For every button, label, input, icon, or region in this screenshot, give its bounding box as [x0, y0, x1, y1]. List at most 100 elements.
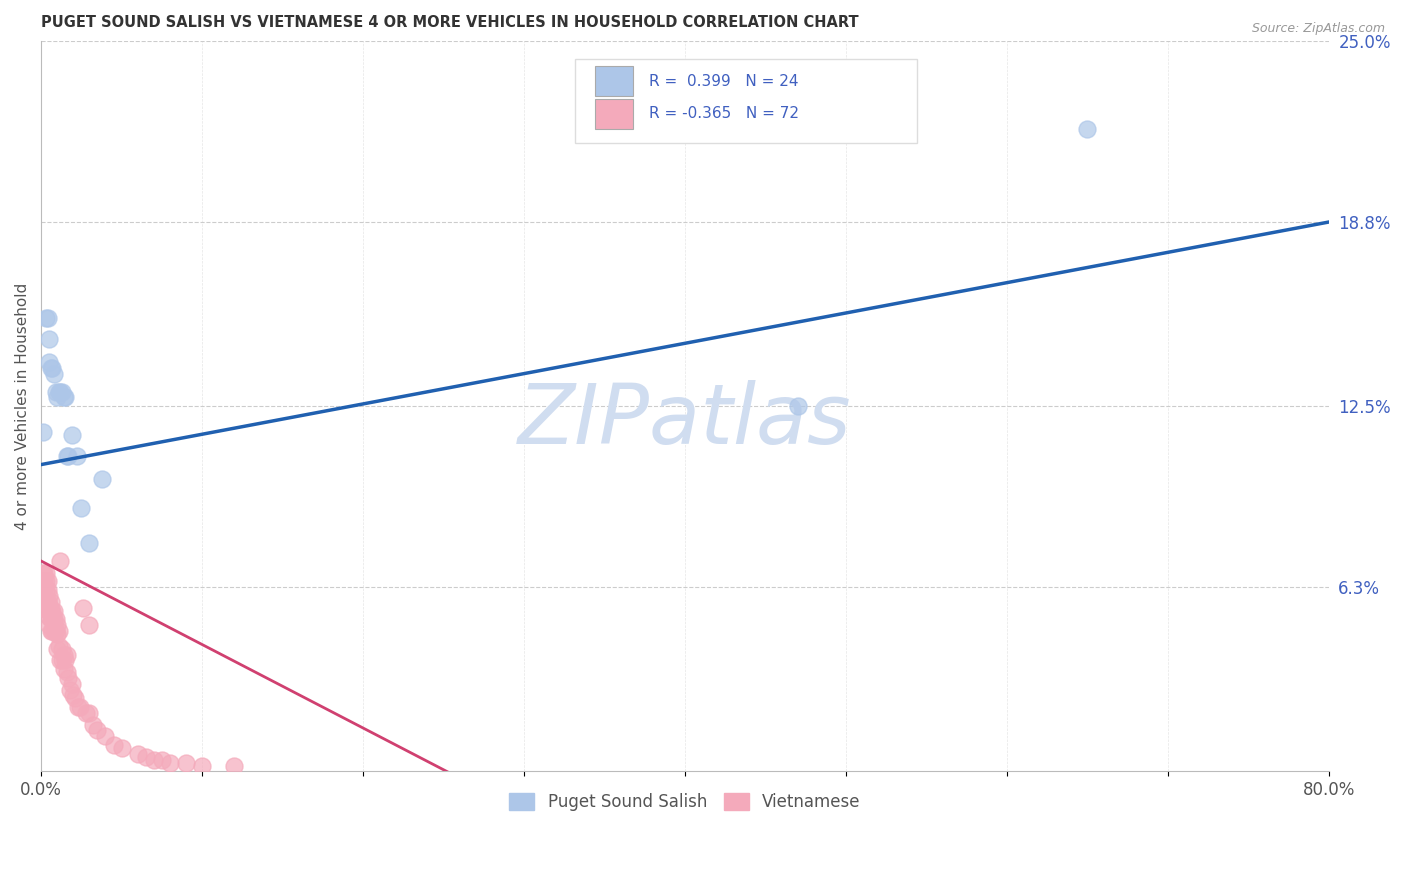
Point — [51, 641, 73, 656]
Point — [38, 598, 60, 612]
Point — [38, 618, 60, 632]
Point — [51, 653, 73, 667]
Point — [38, 332, 60, 346]
Point — [41, 361, 63, 376]
Point — [48, 624, 70, 639]
Text: R = -0.365   N = 72: R = -0.365 N = 72 — [648, 106, 799, 121]
Point — [35, 311, 58, 326]
Point — [41, 604, 63, 618]
Point — [72, 600, 94, 615]
FancyBboxPatch shape — [595, 99, 633, 129]
Point — [56, 449, 79, 463]
Point — [49, 554, 72, 568]
Point — [42, 604, 65, 618]
Point — [86, 723, 108, 738]
Point — [159, 756, 181, 770]
Point — [51, 384, 73, 399]
Point — [52, 662, 75, 676]
Point — [38, 604, 60, 618]
Point — [39, 624, 62, 639]
Point — [38, 589, 60, 603]
Point — [35, 566, 58, 580]
Point — [127, 747, 149, 761]
Text: R =  0.399   N = 24: R = 0.399 N = 24 — [648, 73, 799, 88]
Point — [58, 671, 80, 685]
Point — [48, 639, 70, 653]
Point — [103, 738, 125, 752]
Point — [786, 399, 808, 413]
Text: ZIPatlas: ZIPatlas — [517, 380, 852, 461]
Point — [37, 574, 59, 589]
Point — [31, 580, 53, 594]
Point — [58, 449, 80, 463]
Text: Source: ZipAtlas.com: Source: ZipAtlas.com — [1251, 22, 1385, 36]
Point — [69, 700, 91, 714]
Point — [60, 677, 83, 691]
Point — [39, 361, 62, 376]
Point — [46, 618, 69, 632]
Point — [31, 566, 53, 580]
Point — [35, 595, 58, 609]
Point — [41, 612, 63, 626]
Point — [34, 566, 56, 580]
Point — [37, 583, 59, 598]
Point — [1076, 121, 1098, 136]
Point — [53, 653, 76, 667]
Legend: Puget Sound Salish, Vietnamese: Puget Sound Salish, Vietnamese — [502, 787, 868, 818]
Point — [49, 653, 72, 667]
Point — [31, 589, 53, 603]
Point — [34, 580, 56, 594]
Point — [46, 390, 69, 404]
Point — [150, 753, 173, 767]
Point — [60, 428, 83, 442]
Point — [70, 501, 93, 516]
Point — [31, 425, 53, 440]
Point — [191, 758, 214, 772]
Point — [39, 595, 62, 609]
Point — [37, 311, 59, 326]
Point — [91, 472, 114, 486]
Point — [94, 729, 117, 743]
Point — [45, 624, 67, 639]
Point — [110, 741, 132, 756]
Point — [45, 612, 67, 626]
Point — [52, 648, 75, 662]
Point — [65, 449, 87, 463]
Point — [142, 753, 165, 767]
Point — [49, 384, 72, 399]
Point — [45, 384, 67, 399]
Point — [39, 612, 62, 626]
Point — [42, 612, 65, 626]
Point — [174, 756, 197, 770]
Point — [34, 589, 56, 603]
Point — [35, 583, 58, 598]
FancyBboxPatch shape — [575, 59, 917, 143]
Point — [42, 367, 65, 381]
Text: PUGET SOUND SALISH VS VIETNAMESE 4 OR MORE VEHICLES IN HOUSEHOLD CORRELATION CHA: PUGET SOUND SALISH VS VIETNAMESE 4 OR MO… — [41, 15, 859, 30]
Point — [46, 641, 69, 656]
Point — [39, 604, 62, 618]
Point — [224, 758, 246, 772]
Point — [63, 691, 86, 706]
Point — [37, 595, 59, 609]
Point — [42, 624, 65, 639]
Point — [79, 706, 101, 720]
Point — [82, 717, 104, 731]
Y-axis label: 4 or more Vehicles in Household: 4 or more Vehicles in Household — [15, 283, 30, 530]
Point — [59, 682, 82, 697]
Point — [38, 609, 60, 624]
Point — [56, 648, 79, 662]
Point — [75, 706, 97, 720]
Point — [79, 618, 101, 632]
Point — [62, 689, 84, 703]
Point — [34, 574, 56, 589]
Point — [41, 624, 63, 639]
Point — [46, 627, 69, 641]
Point — [37, 604, 59, 618]
Point — [56, 665, 79, 679]
Point — [135, 749, 157, 764]
Point — [67, 700, 90, 714]
Point — [35, 574, 58, 589]
Point — [48, 384, 70, 399]
Point — [34, 595, 56, 609]
